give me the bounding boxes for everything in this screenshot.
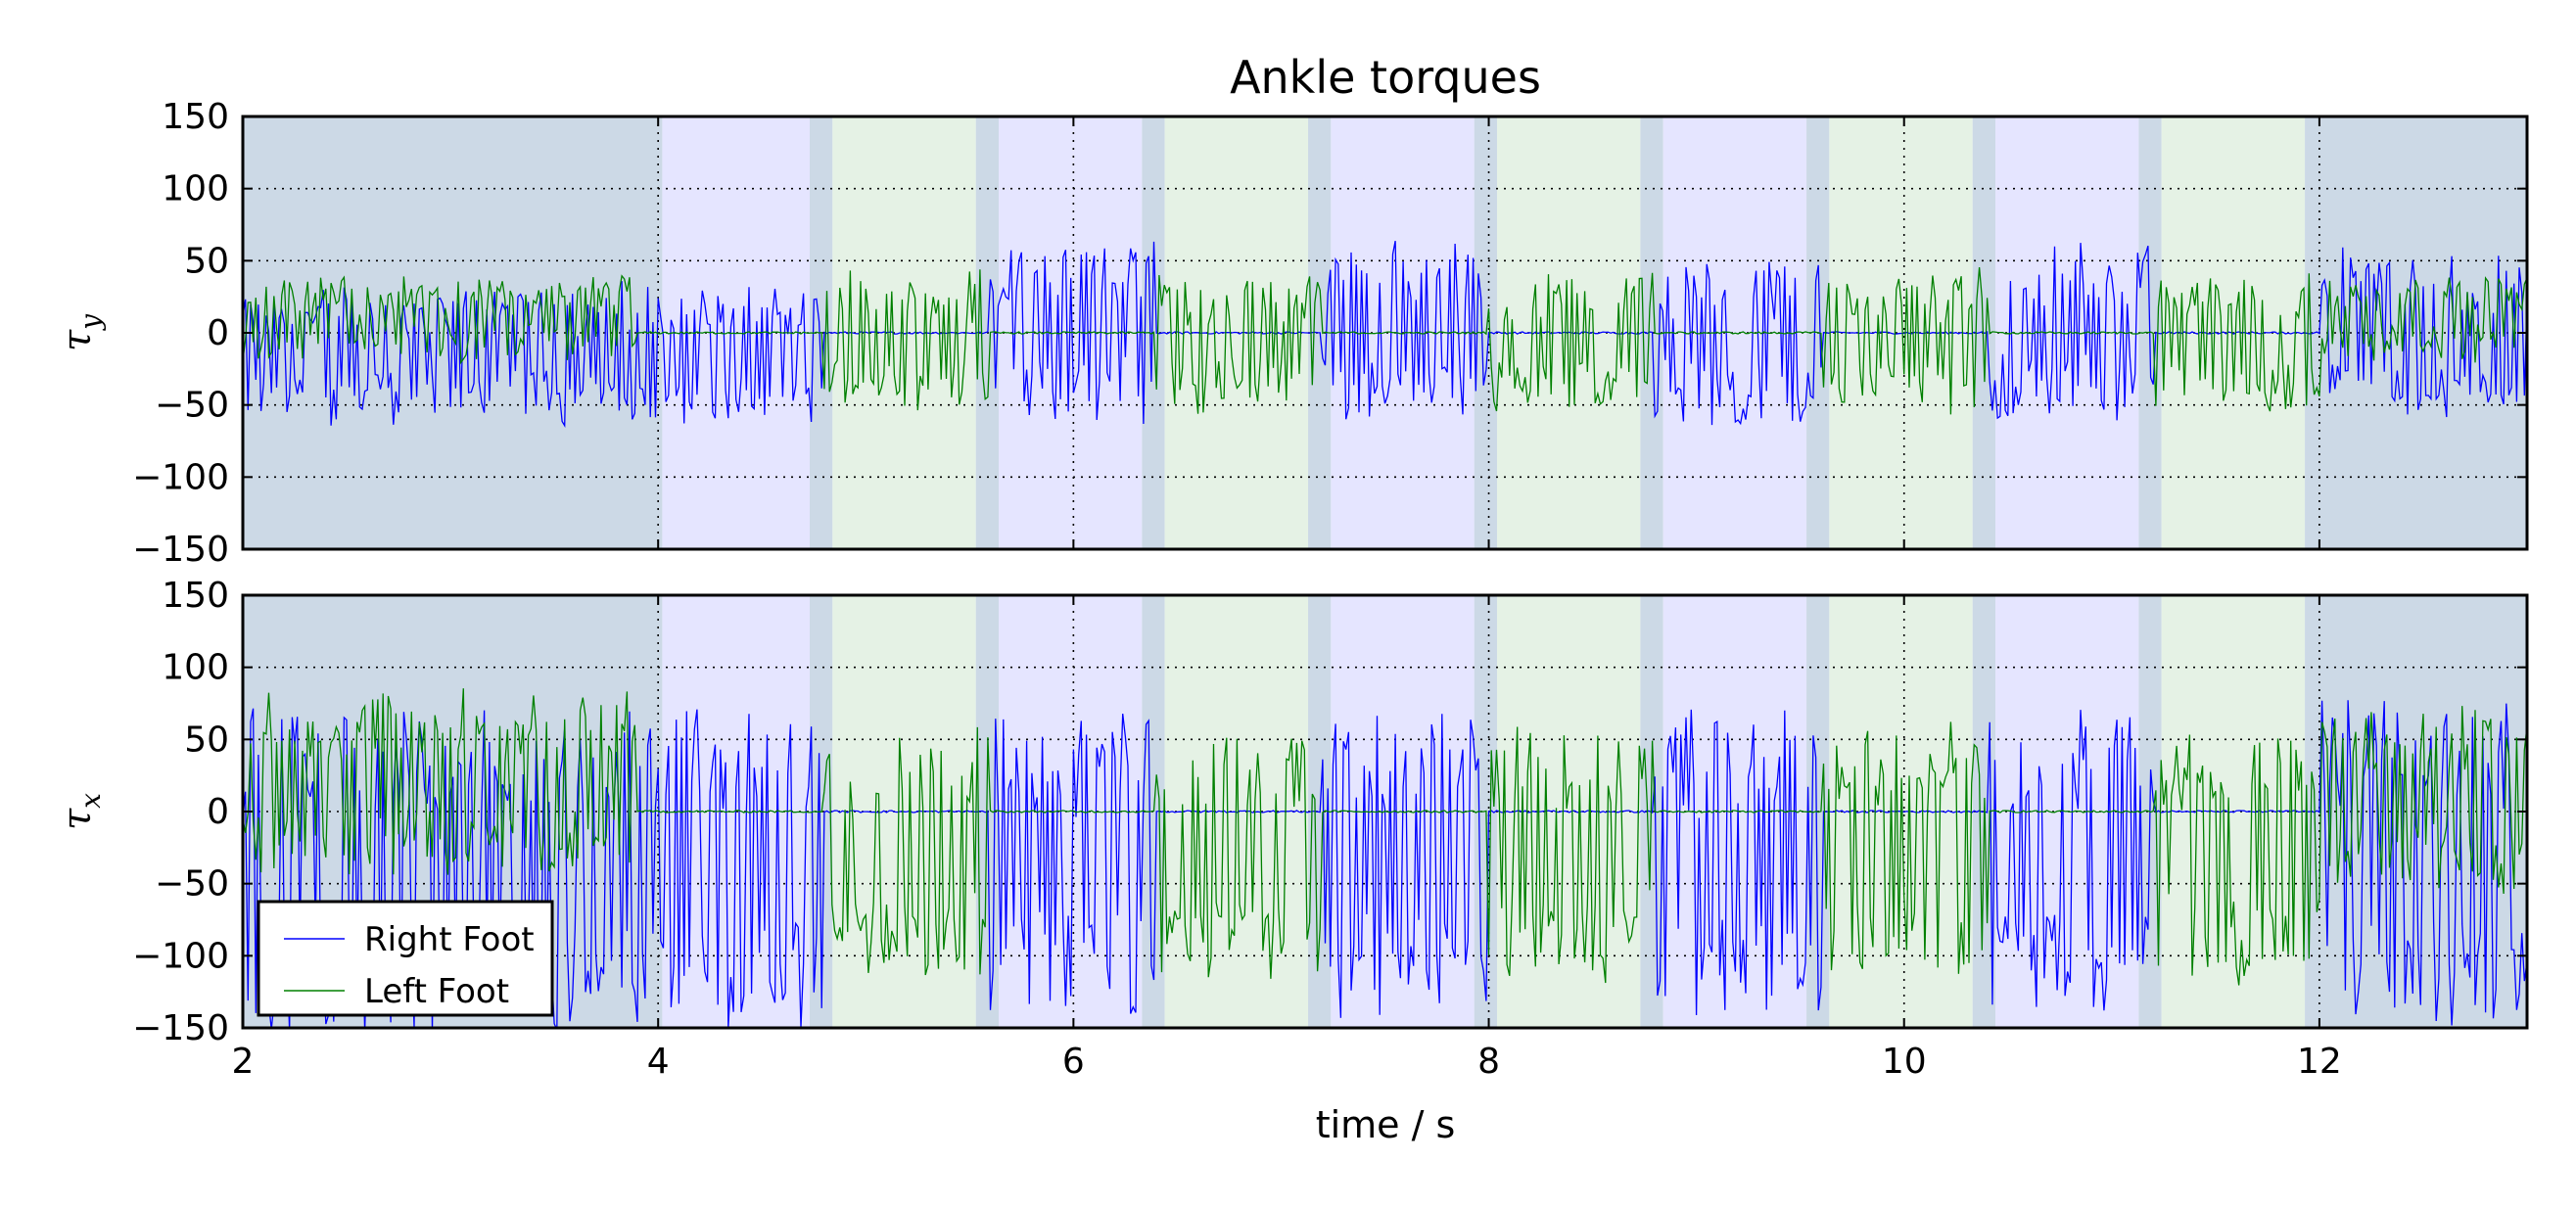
tau-y-panel: 150 100 50 0 −50 −100 −150 τy xyxy=(55,97,2529,570)
y-tick-label: 150 xyxy=(162,576,229,616)
y-axis-title: τy xyxy=(55,313,107,351)
y-tick-label: −100 xyxy=(132,457,229,497)
y-tick-label: 100 xyxy=(162,648,229,688)
y-tick-label: −50 xyxy=(155,864,229,905)
y-tick-label: −150 xyxy=(132,1008,229,1048)
x-tick-label: 4 xyxy=(647,1042,670,1082)
chart-title: Ankle torques xyxy=(1230,51,1541,104)
legend: Right Foot Left Foot xyxy=(257,900,554,1017)
x-tick-label: 6 xyxy=(1062,1042,1085,1082)
y-tick-label: −50 xyxy=(155,386,229,426)
y-tick-label: −150 xyxy=(132,530,229,570)
series-line-left-foot xyxy=(243,688,2527,986)
series-line-right-foot xyxy=(243,700,2527,1028)
y-tick-label: −100 xyxy=(132,936,229,976)
x-tick-label: 2 xyxy=(232,1042,255,1082)
legend-label: Left Foot xyxy=(364,972,509,1011)
series-line-left-foot xyxy=(243,266,2527,415)
y-tick-label: 50 xyxy=(184,241,229,281)
series-line-right-foot xyxy=(243,240,2527,428)
legend-box xyxy=(257,900,554,1017)
x-tick-label: 12 xyxy=(2297,1042,2342,1082)
legend-label: Right Foot xyxy=(364,920,535,959)
x-axis-title: time / s xyxy=(1316,1103,1456,1146)
y-tick-label: 0 xyxy=(207,313,229,353)
y-tick-label: 50 xyxy=(184,720,229,760)
y-tick-label: 0 xyxy=(207,792,229,832)
y-axis-title: τx xyxy=(55,793,107,830)
y-tick-label: 150 xyxy=(162,97,229,137)
grid-lines xyxy=(243,595,2527,1028)
y-tick-label: 100 xyxy=(162,169,229,209)
x-tick-label: 8 xyxy=(1477,1042,1500,1082)
phase-band xyxy=(1995,116,2139,549)
x-tick-label: 10 xyxy=(1882,1042,1927,1082)
